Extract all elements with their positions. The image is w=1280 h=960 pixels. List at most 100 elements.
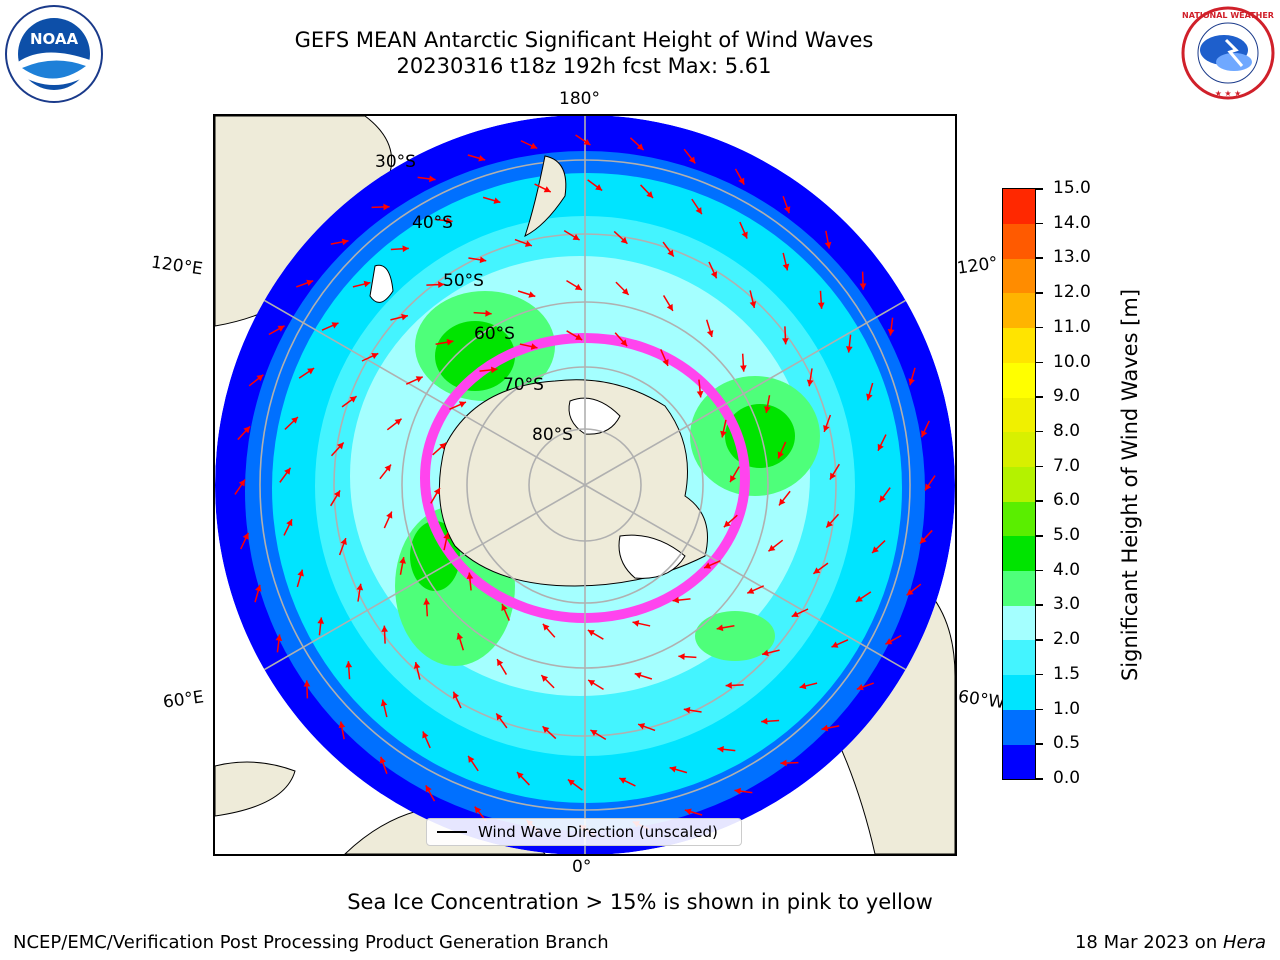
- wave-arrow-head: [379, 756, 387, 764]
- wave-arrow-head: [646, 191, 654, 198]
- colorbar-tick-label: 1.0: [1053, 698, 1081, 719]
- wave-arrow-head: [363, 280, 371, 288]
- wave-arrow-head: [338, 721, 346, 729]
- colorbar-tick-mark: [1036, 708, 1043, 711]
- wave-arrow-head: [636, 143, 644, 151]
- colorbar-tick-label: 2.0: [1053, 629, 1081, 650]
- wave-arrow-head: [829, 472, 837, 480]
- lon-label-60w: 60°W: [956, 686, 1007, 714]
- wave-arrow-head: [730, 475, 737, 483]
- map-canvas: [215, 116, 955, 854]
- wave-arrow-head: [855, 595, 863, 602]
- wave-arrow-head: [331, 322, 339, 329]
- noaa-logo: NOAA: [4, 4, 104, 104]
- wave-arrow-head: [845, 346, 853, 353]
- legend-line: [437, 831, 467, 833]
- wave-arrow-head: [678, 653, 685, 660]
- colorbar-tick-label: 12.0: [1053, 282, 1091, 303]
- wave-arrow-head: [720, 430, 727, 438]
- wave-arrow-head: [524, 240, 532, 247]
- colorbar-band: [1003, 189, 1035, 224]
- wave-arrow-head: [496, 713, 503, 721]
- wave-arrow-head: [446, 338, 454, 346]
- wave-arrow-head: [696, 390, 704, 398]
- wave-arrow-head: [243, 426, 251, 434]
- colorbar-tick-label: 7.0: [1053, 455, 1081, 476]
- wave-arrow-head: [423, 598, 430, 605]
- wave-arrow-head: [885, 638, 893, 645]
- colorbar-band: [1003, 293, 1035, 329]
- colorbar-tick-mark: [1036, 535, 1043, 537]
- colorbar: [1002, 188, 1036, 780]
- colorbar-tick-mark: [1036, 430, 1043, 433]
- wave-arrow-head: [695, 207, 702, 215]
- colorbar-tick-mark: [1036, 361, 1043, 364]
- colorbar-band: [1003, 744, 1035, 780]
- colorbar-tick-mark: [1036, 257, 1043, 259]
- wave-arrow-head: [821, 724, 829, 732]
- lat-label-50s: 50°S: [443, 271, 484, 291]
- colorbar-band: [1003, 258, 1035, 294]
- wave-arrow-head: [725, 682, 732, 689]
- wave-arrow-head: [806, 379, 814, 387]
- wave-arrow-head: [620, 237, 628, 244]
- colorbar-band: [1003, 570, 1035, 606]
- wave-arrow-head: [340, 538, 347, 546]
- colorbar-tick-mark: [1036, 326, 1043, 329]
- wave-arrow-head: [667, 249, 674, 257]
- wave-arrow-head: [919, 536, 927, 544]
- wave-arrow-head: [672, 596, 680, 604]
- wave-arrow-head: [530, 142, 538, 149]
- colorbar-tick-mark: [1036, 222, 1043, 225]
- colorbar-band: [1003, 674, 1035, 710]
- wave-arrow-head: [859, 283, 867, 290]
- wave-arrow-head: [286, 519, 293, 527]
- wave-arrow-head: [780, 759, 787, 767]
- wave-arrow-head: [485, 310, 492, 317]
- wave-arrow-head: [425, 785, 432, 793]
- wave-arrow-head: [717, 745, 724, 753]
- meridians: [215, 116, 955, 854]
- footer-credit: NCEP/EMC/Verification Post Processing Pr…: [13, 932, 609, 953]
- wave-arrow-head: [383, 203, 390, 211]
- wave-arrow-head: [588, 680, 596, 687]
- wave-arrow-head: [384, 464, 392, 472]
- wave-arrow-head: [256, 374, 264, 382]
- colorbar-tick-mark: [1036, 604, 1043, 606]
- wave-arrow-head: [866, 393, 873, 401]
- chart-subtitle: 20230316 t18z 192h fcst Max: 5.61: [396, 54, 772, 78]
- wave-arrow-head: [528, 291, 536, 298]
- colorbar-band: [1003, 536, 1035, 572]
- wave-arrow-head: [924, 483, 932, 491]
- wave-arrow-head: [446, 217, 453, 225]
- wave-arrow-head: [777, 451, 784, 459]
- lat-label-30s: 30°S: [375, 152, 416, 172]
- colorbar-band: [1003, 501, 1035, 537]
- wave-arrow-head: [474, 806, 482, 814]
- wave-arrow-head: [908, 378, 915, 386]
- wave-arrow-head: [337, 442, 344, 450]
- wave-arrow-head: [574, 283, 582, 290]
- wave-arrow-head: [530, 343, 538, 350]
- colorbar-band: [1003, 640, 1035, 676]
- wave-arrow-head: [749, 301, 757, 308]
- wave-arrow-head: [872, 546, 879, 554]
- wave-arrow-head: [399, 557, 406, 564]
- wave-arrow-head: [297, 569, 304, 577]
- wave-arrow-head: [595, 184, 603, 191]
- wave-arrow-head: [422, 731, 429, 739]
- wave-arrow-head: [666, 303, 673, 311]
- wave-arrow-head: [542, 726, 550, 733]
- colorbar-tick-mark: [1036, 743, 1043, 745]
- wave-arrow-head: [634, 672, 642, 679]
- wave-arrow-head: [341, 238, 349, 246]
- wave-arrow-head: [413, 662, 421, 669]
- colorbar-tick-label: 5.0: [1053, 525, 1081, 546]
- wave-arrow-head: [921, 430, 928, 438]
- wave-arrow-head: [761, 717, 768, 725]
- wave-arrow-head: [356, 583, 364, 591]
- wave-arrow-head: [443, 532, 450, 540]
- colorbar-tick-mark: [1036, 778, 1043, 780]
- wave-arrow-head: [669, 766, 677, 773]
- wave-arrow-head: [740, 365, 747, 372]
